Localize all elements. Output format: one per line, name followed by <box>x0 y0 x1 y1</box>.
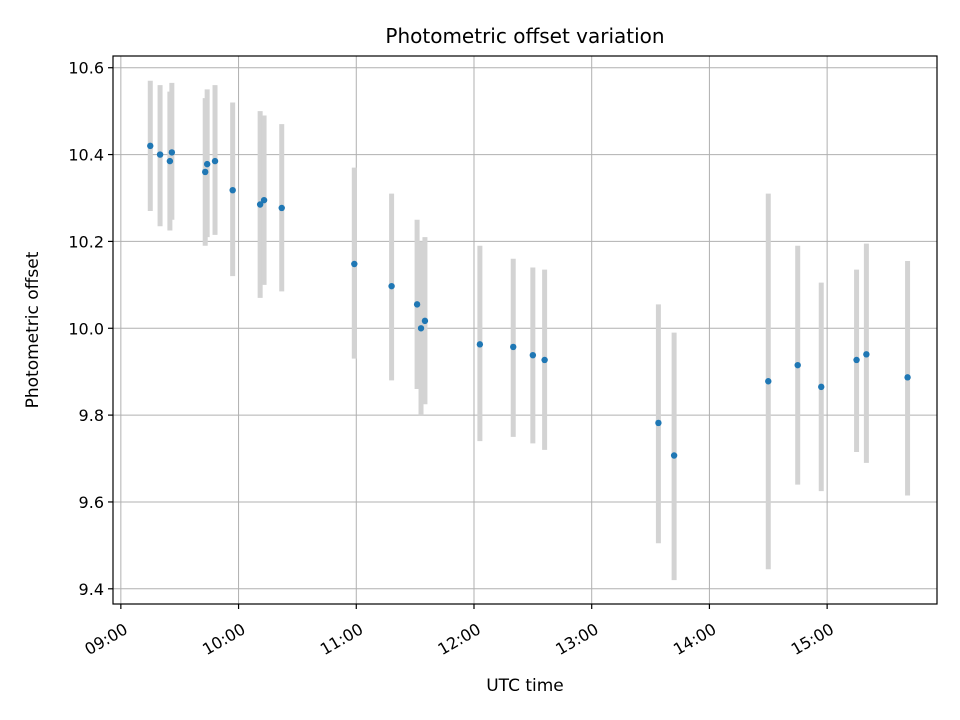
data-point <box>417 325 425 332</box>
data-point <box>765 378 772 385</box>
data-point <box>853 356 860 364</box>
data-point <box>278 204 285 212</box>
data-point <box>529 351 537 359</box>
y-tick-label: 10.6 <box>68 59 104 78</box>
data-points <box>147 142 911 459</box>
data-point <box>168 149 176 156</box>
data-point <box>202 168 209 176</box>
data-point <box>166 157 174 165</box>
data-point <box>818 383 825 391</box>
data-point <box>413 301 421 308</box>
chart-title: Photometric offset variation <box>385 24 664 48</box>
data-point <box>510 343 517 351</box>
data-point <box>655 419 662 427</box>
y-tick-label: 9.4 <box>79 580 104 599</box>
y-tick-label: 10.0 <box>68 319 104 338</box>
y-tick-label: 10.2 <box>68 232 104 251</box>
x-axis-label: UTC time <box>486 676 564 696</box>
data-point <box>351 260 358 268</box>
data-point <box>388 282 395 290</box>
data-point <box>203 160 211 168</box>
y-tick-label: 10.4 <box>68 146 104 165</box>
data-point <box>211 157 219 165</box>
data-point <box>421 317 429 325</box>
data-point <box>863 351 870 358</box>
data-point <box>229 186 236 194</box>
data-point <box>260 196 268 204</box>
y-axis-label: Photometric offset <box>23 251 43 408</box>
data-point <box>476 341 484 348</box>
data-point <box>794 361 801 369</box>
y-axis-ticks: 9.4 9.6 9.8 10.0 10.2 10.4 10.6 <box>68 59 113 599</box>
y-tick-label: 9.8 <box>79 406 104 425</box>
data-point <box>156 151 164 158</box>
data-point <box>670 452 678 459</box>
data-point <box>256 201 264 208</box>
data-point <box>541 356 548 364</box>
data-point <box>904 374 911 381</box>
plot-frame <box>112 55 938 605</box>
data-point <box>147 142 154 150</box>
y-tick-label: 9.6 <box>79 493 104 512</box>
